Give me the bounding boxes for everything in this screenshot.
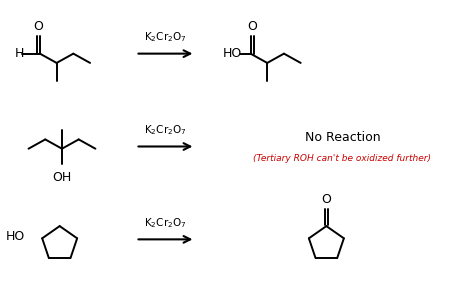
Text: HO: HO bbox=[223, 47, 242, 60]
Text: O: O bbox=[247, 20, 257, 33]
Text: K$_2$Cr$_2$O$_7$: K$_2$Cr$_2$O$_7$ bbox=[144, 123, 187, 137]
Text: (Tertiary ROH can't be oxidized further): (Tertiary ROH can't be oxidized further) bbox=[254, 154, 431, 163]
Text: HO: HO bbox=[6, 230, 25, 243]
Text: OH: OH bbox=[52, 171, 72, 184]
Text: K$_2$Cr$_2$O$_7$: K$_2$Cr$_2$O$_7$ bbox=[144, 216, 187, 230]
Text: O: O bbox=[321, 193, 331, 206]
Text: K$_2$Cr$_2$O$_7$: K$_2$Cr$_2$O$_7$ bbox=[144, 30, 187, 44]
Text: O: O bbox=[33, 20, 43, 33]
Text: No Reaction: No Reaction bbox=[305, 131, 380, 144]
Text: H: H bbox=[15, 47, 25, 60]
